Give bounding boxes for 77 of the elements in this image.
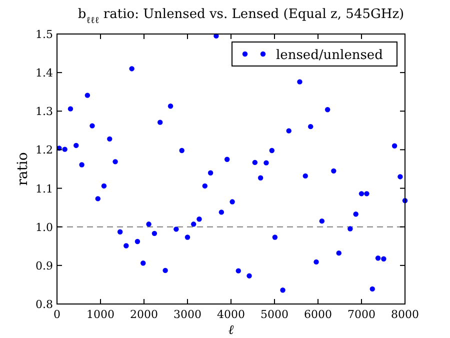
point	[95, 196, 100, 202]
y-tick-label: 1.1	[36, 182, 53, 196]
point	[107, 136, 112, 142]
y-tick-label: 0.8	[36, 298, 53, 311]
point	[258, 175, 264, 180]
point	[286, 128, 292, 134]
point	[174, 226, 179, 232]
point	[162, 268, 168, 274]
y-tick-label: 1.0	[36, 220, 53, 234]
point	[319, 218, 325, 224]
point	[134, 238, 140, 244]
point	[370, 286, 375, 292]
point	[246, 273, 252, 278]
y-tick-label: 1.5	[36, 28, 53, 41]
point	[140, 260, 146, 266]
y-axis-title: ratio	[15, 152, 31, 186]
point	[84, 92, 90, 98]
y-tick-label: 1.3	[36, 105, 53, 118]
point	[112, 159, 118, 164]
point	[79, 162, 84, 168]
point	[375, 256, 381, 261]
point	[364, 191, 370, 196]
point	[252, 160, 258, 166]
x-tick-label: 7000	[348, 308, 376, 321]
point	[168, 104, 174, 109]
point	[117, 229, 123, 234]
point	[314, 259, 319, 265]
point	[280, 288, 286, 293]
x-tick-label: 1000	[86, 308, 114, 321]
x-tick-label: 2000	[130, 308, 158, 321]
point	[236, 268, 241, 274]
point	[331, 168, 336, 174]
x-tick-label: 5000	[260, 308, 288, 321]
point	[348, 226, 353, 232]
y-tick-label: 0.9	[36, 259, 53, 272]
x-tick-label: 6000	[304, 308, 332, 321]
point	[308, 124, 314, 130]
point	[190, 222, 196, 227]
x-tick-label: 0	[54, 308, 60, 321]
point	[90, 123, 95, 128]
legend-label: lensed/unlensed	[276, 48, 383, 63]
point	[62, 146, 68, 152]
point	[264, 160, 269, 166]
point	[202, 183, 208, 189]
point	[230, 199, 235, 204]
point	[218, 210, 224, 215]
point	[157, 120, 163, 125]
y-tick-label: 1.4	[36, 66, 53, 80]
point	[101, 183, 107, 189]
point	[124, 243, 129, 248]
point	[184, 234, 190, 240]
point	[353, 212, 358, 217]
point	[269, 148, 274, 154]
point	[272, 234, 278, 240]
point	[302, 173, 308, 179]
y-tick-label: 1.2	[36, 144, 53, 157]
point	[196, 216, 202, 222]
point	[208, 170, 214, 176]
point	[358, 191, 364, 196]
point	[224, 156, 230, 162]
x-tick-label: 4000	[217, 308, 245, 321]
x-tick-label: 8000	[391, 308, 419, 321]
point	[129, 66, 134, 72]
point	[74, 142, 79, 148]
chart-title: b$_{ℓℓℓ}$ ratio: Unlensed vs. Lensed (Equal z, 545GHz)	[78, 7, 404, 26]
point	[297, 79, 302, 84]
point	[179, 148, 184, 154]
point	[152, 230, 158, 236]
point	[336, 250, 342, 256]
point	[324, 107, 330, 112]
x-tick-label: 3000	[174, 308, 202, 321]
point	[398, 174, 403, 180]
x-axis-title: ℓ	[228, 323, 234, 338]
point	[68, 106, 74, 112]
point	[146, 222, 152, 227]
point	[392, 143, 398, 148]
point	[381, 256, 386, 262]
